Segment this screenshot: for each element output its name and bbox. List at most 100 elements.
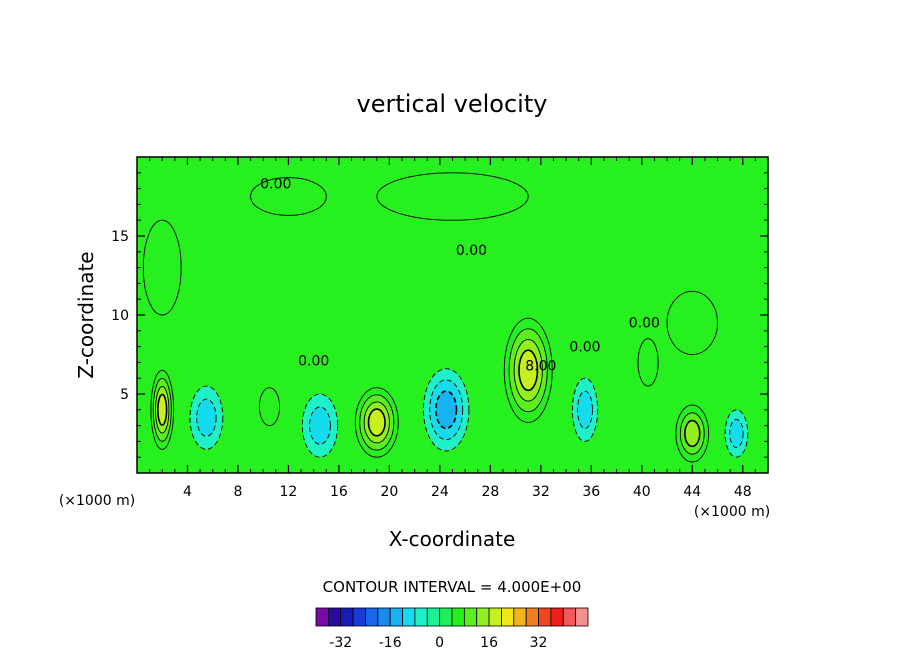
contour-line [435,390,458,430]
contour-interval-label: CONTOUR INTERVAL = 4.000E+00 [323,578,582,596]
x-tick-label: 12 [280,484,298,500]
colorbar-swatch [525,607,539,627]
contour-line [429,379,464,441]
colorbar-swatch [488,607,502,627]
contour-line [142,219,182,316]
y-tick-label: 5 [120,387,129,403]
contour-region [638,338,659,387]
y-axis-ticks: 5 10 15 [111,172,768,458]
colorbar-swatch [402,607,416,627]
x-tick-label: 16 [330,484,348,500]
contour-line [258,387,281,427]
colorbar-swatch [414,607,428,627]
colorbar-swatch [365,607,379,627]
contour-region [196,399,217,437]
contour-line [423,368,470,452]
colorbar-swatch [377,607,391,627]
contour-line [367,408,386,437]
contour-region [250,177,327,216]
colorbar-tick-label: 32 [530,635,548,651]
y-axis-title: Z-coordinate [74,251,98,378]
x-right-unit-label: (×1000 m) [694,504,770,520]
contour-line [250,177,327,216]
x-tick-label: 24 [431,484,449,500]
colorbar-tick-label: 0 [435,635,444,651]
colorbar-swatch [439,607,453,627]
colorbar-tick-label: 16 [480,635,498,651]
colorbar-swatch [562,607,577,627]
contour-region [667,291,718,355]
contour-line [354,387,399,458]
contour-region [435,391,457,429]
contour-region [157,394,167,426]
contour-line [503,317,553,423]
contour-line [513,339,543,402]
colorbar-swatch [389,607,403,627]
x-axis-title: X-coordinate [389,527,516,551]
contour-line [724,409,749,458]
contour-line [684,419,701,448]
contour-line [729,419,744,448]
contour-line [518,349,539,392]
contour-label: 0.00 [569,339,600,355]
contour-line [189,385,224,450]
chart-title: vertical velocity [357,90,548,118]
x-tick-label: 4 [183,484,192,500]
contour-region [368,409,386,436]
plot-area [137,157,768,473]
contour-line [196,398,217,437]
colorbar-swatch [463,607,478,627]
contour-line [666,290,718,355]
colorbar-swatch [352,607,366,627]
x-tick-label: 36 [582,484,600,500]
colorbar-swatch [513,607,527,627]
contour-label: 0.00 [456,243,487,259]
colorbar-swatch [451,607,465,627]
y-tick-label: 10 [111,308,129,324]
contour-line [301,393,339,458]
y-tick-label: 15 [111,229,129,245]
colorbar-tick-label: -32 [329,635,352,651]
contour-region [259,387,280,426]
x-tick-label: 48 [734,484,752,500]
colorbar-swatch [426,607,441,627]
contour-line [508,328,548,413]
contour-line [157,393,168,426]
contour-line [376,172,529,221]
contour-line [675,404,710,463]
contour-line [309,406,331,445]
contour-labels: 0.00 0.00 0.00 0.00 0.00 8.00 [260,177,660,375]
contour-line [577,390,593,429]
x-axis-ticks: 4 8 12 16 20 24 28 32 36 40 44 48 [149,157,756,500]
contour-label: 0.00 [260,177,291,193]
colorbar-swatch [476,607,490,627]
contour-region [518,350,538,391]
contour-region [143,220,182,315]
x-tick-label: 8 [233,484,242,500]
x-left-unit-label: (×1000 m) [59,493,135,509]
contour-line [679,412,705,455]
contour-line [363,401,390,444]
contour-line [150,369,175,450]
contour-region [376,172,529,221]
contour-region [684,420,700,447]
colorbar-swatch [340,607,354,627]
colorbar-tick-labels: -32 -16 0 16 32 [329,635,547,651]
colorbar-swatch [501,607,515,627]
contour-label: 0.00 [629,316,660,332]
colorbar-swatch [538,607,552,627]
x-tick-label: 40 [633,484,651,500]
contour-line [637,338,659,387]
contour-region [577,391,593,429]
x-tick-label: 44 [683,484,701,500]
colorbar-swatch [575,607,589,627]
contour-label: 0.00 [298,354,329,370]
contour-region [729,419,744,448]
colorbar-swatch [327,607,342,627]
contour-region [309,406,331,445]
contour-label: 8.00 [525,358,556,374]
colorbar-swatch [315,607,329,627]
x-tick-label: 32 [532,484,550,500]
colorbar [315,607,589,627]
